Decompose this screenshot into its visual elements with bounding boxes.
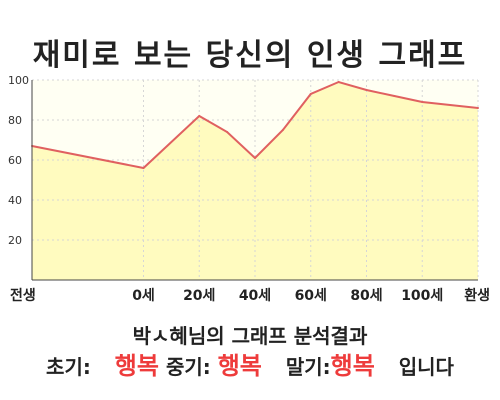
x-tick-label: 0세	[132, 288, 155, 304]
data-point	[281, 129, 284, 131]
y-tick-label: 80	[8, 114, 22, 127]
x-tick-label: 40세	[239, 288, 271, 304]
y-tick-label: 40	[8, 194, 22, 207]
suffix-text: 입니다	[398, 355, 454, 379]
x-tick-label: 60세	[295, 288, 327, 304]
late-value: 행복	[330, 352, 375, 380]
y-tick-label: 60	[8, 154, 22, 167]
x-tick-label: 환생	[464, 287, 490, 304]
y-tick-label: 20	[8, 234, 22, 247]
data-point	[142, 167, 145, 169]
data-point	[477, 107, 479, 109]
y-tick-label: 100	[8, 74, 29, 87]
data-point	[421, 101, 424, 103]
life-line	[31, 80, 479, 170]
x-tick-label: 전생	[10, 287, 36, 304]
data-point	[226, 131, 229, 133]
x-tick-label: 20세	[183, 288, 215, 304]
analysis-summary: 초기: 행복 중기: 행복 말기:행복 입니다	[0, 346, 500, 381]
life-graph-chart: 20 40 60 80 100 전생 0세 20세 40세 60세 80세 100세 환생	[8, 74, 490, 304]
data-point	[365, 89, 368, 91]
mid-label: 중기:	[165, 355, 211, 379]
data-point	[198, 115, 201, 117]
x-tick-label: 80세	[350, 288, 382, 304]
x-tick-label: 100세	[401, 288, 443, 304]
analysis-title: 박ㅅ혜님의 그래프 분석결과	[132, 324, 368, 348]
early-value: 행복	[114, 352, 159, 380]
late-label: 말기:	[285, 355, 331, 379]
data-point	[309, 93, 312, 95]
mid-value: 행복	[217, 352, 262, 380]
data-point	[393, 95, 396, 97]
early-label: 초기:	[46, 355, 91, 379]
data-point	[337, 81, 340, 83]
chart-title: 재미로 보는 당신의 인생 그래프	[32, 38, 468, 73]
data-point	[254, 157, 256, 159]
